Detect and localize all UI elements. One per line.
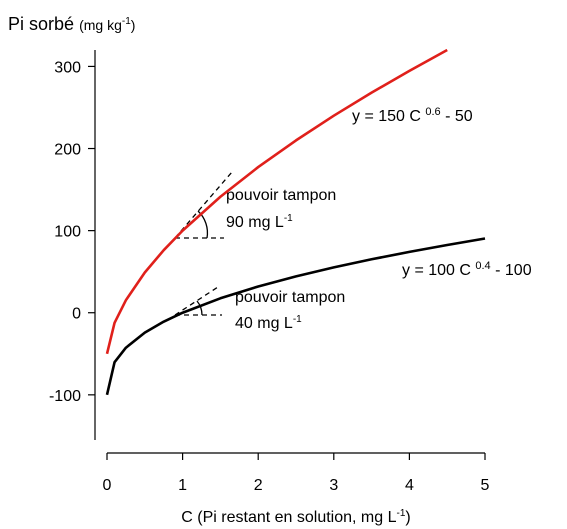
annotation: 90 mg L-1	[226, 213, 293, 231]
x-tick-label: 4	[405, 477, 414, 494]
line-series	[105, 237, 486, 396]
equation: y = 150 C 0.6 - 50	[352, 106, 473, 125]
y-tick-label: 0	[72, 306, 81, 323]
x-tick-label: 0	[103, 477, 112, 494]
annotation: pouvoir tampon	[235, 289, 345, 306]
x-tick-label: 3	[329, 477, 338, 494]
line-series	[105, 48, 448, 355]
angle-arc	[197, 210, 209, 239]
x-tick-label: 5	[481, 477, 490, 494]
annotation: 40 mg L-1	[235, 314, 302, 332]
annotation: pouvoir tampon	[226, 187, 336, 204]
angle-arc	[196, 300, 203, 316]
y-tick-label: 100	[54, 224, 81, 241]
equation: y = 100 C 0.4 - 100	[402, 260, 532, 279]
y-tick-label: 200	[54, 142, 81, 159]
x-tick-label: 2	[254, 477, 263, 494]
chart-title: Pi sorbé (mg kg-1)	[8, 14, 135, 34]
y-tick-label: 300	[54, 59, 81, 76]
x-tick-label: 1	[178, 477, 187, 494]
y-tick-label: -100	[49, 388, 81, 405]
x-axis-label: C (Pi restant en solution, mg L-1)	[181, 508, 410, 526]
tangent	[174, 171, 233, 239]
